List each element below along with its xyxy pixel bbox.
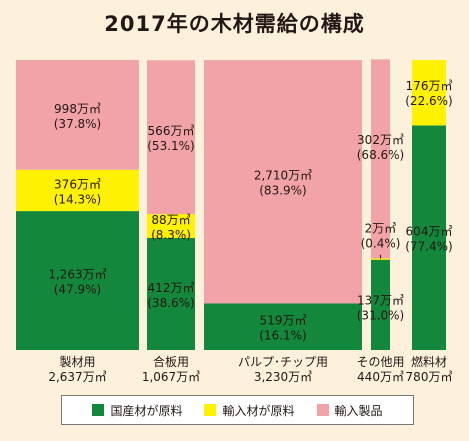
- value-label-4-domestic: 604万㎥ (77.4%): [405, 225, 452, 254]
- value-label-1-imported_product: 566万㎥ (53.1%): [147, 124, 194, 153]
- bar-0-imported_material: [16, 169, 139, 212]
- legend-swatch-imported-material: [204, 404, 217, 416]
- value-label-3-imported_material: 2万㎥ (0.4%): [361, 222, 401, 251]
- value-label-2-domestic: 519万㎥ (16.1%): [259, 314, 306, 343]
- value-label-4-imported_material: 176万㎥ (22.6%): [405, 79, 452, 108]
- value-label-0-domestic: 1,263万㎥ (47.9%): [48, 268, 106, 297]
- bar-1-domestic: [147, 238, 195, 350]
- legend-swatch-imported-product: [316, 404, 329, 416]
- bar-4-imported_material: [412, 60, 446, 126]
- chart-title: 2017年の木材需給の構成: [104, 12, 365, 36]
- legend-label-imported-product: 輸入製品: [334, 403, 383, 418]
- bar-2-imported_product: [204, 60, 362, 304]
- legend-label-domestic: 国産材が原料: [110, 403, 183, 418]
- legend-swatch-domestic: [92, 404, 105, 416]
- value-label-1-domestic: 412万㎥ (38.6%): [147, 281, 194, 310]
- category-label-2: パルプ･チップ用 3,230万㎥: [238, 355, 328, 384]
- value-label-0-imported_product: 998万㎥ (37.8%): [54, 102, 101, 131]
- bar-3-imported_material: [371, 258, 390, 260]
- value-label-2-imported_product: 2,710万㎥ (83.9%): [254, 169, 312, 198]
- bar-1-imported_product: [147, 60, 195, 215]
- value-label-3-imported_product: 302万㎥ (68.6%): [357, 133, 404, 162]
- value-label-1-imported_material: 88万㎥ (8.3%): [151, 213, 191, 242]
- legend-label-imported-material: 輸入材が原料: [222, 403, 295, 418]
- bar-0-domestic: [16, 211, 139, 350]
- bar-3-domestic: [371, 259, 390, 350]
- bar-2-domestic: [204, 303, 362, 350]
- legend-item-imported-material: 輸入材が原料: [204, 402, 295, 419]
- category-label-3: その他用 440万㎥: [356, 355, 404, 384]
- bar-0-imported_product: [16, 60, 139, 170]
- value-label-0-imported_material: 376万㎥ (14.3%): [54, 177, 101, 206]
- bar-3-imported_product: [371, 59, 390, 259]
- bar-1-imported_material: [147, 214, 195, 239]
- category-label-0: 製材用 2,637万㎥: [48, 355, 106, 384]
- category-label-4: 燃料材 780万㎥: [406, 354, 453, 384]
- legend: 国産材が原料 輸入材が原料 輸入製品: [61, 395, 414, 425]
- bar-4-domestic: [412, 125, 446, 350]
- legend-item-imported-product: 輸入製品: [316, 402, 383, 419]
- category-label-1: 合板用 1,067万㎥: [142, 354, 200, 384]
- value-label-3-domestic: 137万㎥ (31.0%): [357, 294, 404, 323]
- legend-item-domestic: 国産材が原料: [92, 402, 182, 419]
